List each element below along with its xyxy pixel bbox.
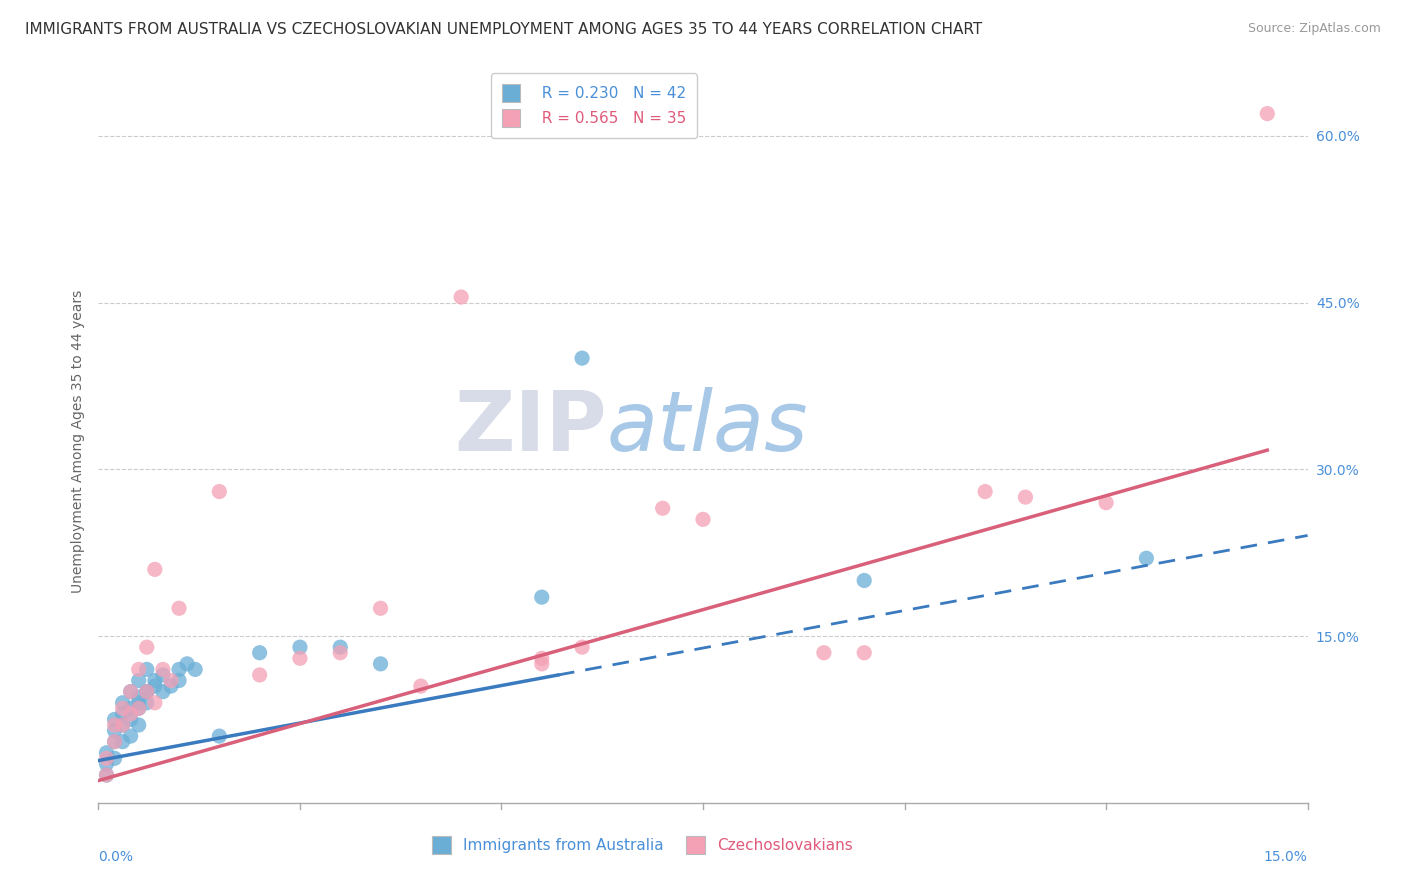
Point <box>571 640 593 655</box>
Point <box>329 646 352 660</box>
Y-axis label: Unemployment Among Ages 35 to 44 years: Unemployment Among Ages 35 to 44 years <box>70 290 84 593</box>
Point <box>152 684 174 698</box>
Point <box>853 574 876 588</box>
Point <box>128 696 150 710</box>
Point <box>249 646 271 660</box>
Point <box>135 684 157 698</box>
Point <box>184 662 207 676</box>
Point <box>135 662 157 676</box>
Point <box>288 640 311 655</box>
Legend: Immigrants from Australia, Czechoslovakians: Immigrants from Australia, Czechoslovaki… <box>426 830 859 860</box>
Point <box>128 690 150 705</box>
Point <box>96 768 118 782</box>
Point <box>111 701 134 715</box>
Point <box>96 756 118 771</box>
Point <box>288 651 311 665</box>
Point <box>208 484 231 499</box>
Point <box>128 701 150 715</box>
Point <box>135 684 157 698</box>
Point <box>160 679 183 693</box>
Point <box>1256 106 1278 120</box>
Point <box>853 646 876 660</box>
Text: 0.0%: 0.0% <box>98 850 134 863</box>
Point <box>167 673 190 688</box>
Point <box>167 601 190 615</box>
Text: 15.0%: 15.0% <box>1264 850 1308 863</box>
Text: Source: ZipAtlas.com: Source: ZipAtlas.com <box>1247 22 1381 36</box>
Point <box>176 657 198 671</box>
Point <box>103 751 125 765</box>
Point <box>111 706 134 721</box>
Point <box>571 351 593 366</box>
Point <box>530 657 553 671</box>
Point <box>96 751 118 765</box>
Point <box>370 657 392 671</box>
Point <box>409 679 432 693</box>
Point <box>530 590 553 604</box>
Text: IMMIGRANTS FROM AUSTRALIA VS CZECHOSLOVAKIAN UNEMPLOYMENT AMONG AGES 35 TO 44 YE: IMMIGRANTS FROM AUSTRALIA VS CZECHOSLOVA… <box>25 22 983 37</box>
Point <box>128 718 150 732</box>
Point <box>208 729 231 743</box>
Point <box>120 729 142 743</box>
Point <box>103 723 125 738</box>
Point <box>128 662 150 676</box>
Point <box>370 601 392 615</box>
Point <box>128 701 150 715</box>
Point <box>152 668 174 682</box>
Point <box>135 684 157 698</box>
Point <box>96 768 118 782</box>
Point <box>128 673 150 688</box>
Point <box>143 673 166 688</box>
Point <box>120 684 142 698</box>
Point <box>120 706 142 721</box>
Point <box>249 668 271 682</box>
Text: atlas: atlas <box>606 386 808 467</box>
Point <box>103 718 125 732</box>
Point <box>96 746 118 760</box>
Point <box>111 718 134 732</box>
Point <box>813 646 835 660</box>
Point <box>974 484 997 499</box>
Point <box>135 696 157 710</box>
Point <box>692 512 714 526</box>
Point <box>111 718 134 732</box>
Point <box>103 713 125 727</box>
Point <box>167 662 190 676</box>
Point <box>143 679 166 693</box>
Point <box>103 734 125 748</box>
Point <box>651 501 673 516</box>
Point <box>135 640 157 655</box>
Point <box>120 701 142 715</box>
Point <box>111 696 134 710</box>
Point <box>120 684 142 698</box>
Point <box>1014 490 1036 504</box>
Point <box>103 734 125 748</box>
Point <box>329 640 352 655</box>
Point <box>152 662 174 676</box>
Point <box>120 713 142 727</box>
Point <box>111 734 134 748</box>
Point <box>1095 496 1118 510</box>
Text: ZIP: ZIP <box>454 386 606 467</box>
Point <box>530 651 553 665</box>
Point <box>143 562 166 576</box>
Point <box>450 290 472 304</box>
Point <box>160 673 183 688</box>
Point <box>1135 551 1157 566</box>
Point <box>143 696 166 710</box>
